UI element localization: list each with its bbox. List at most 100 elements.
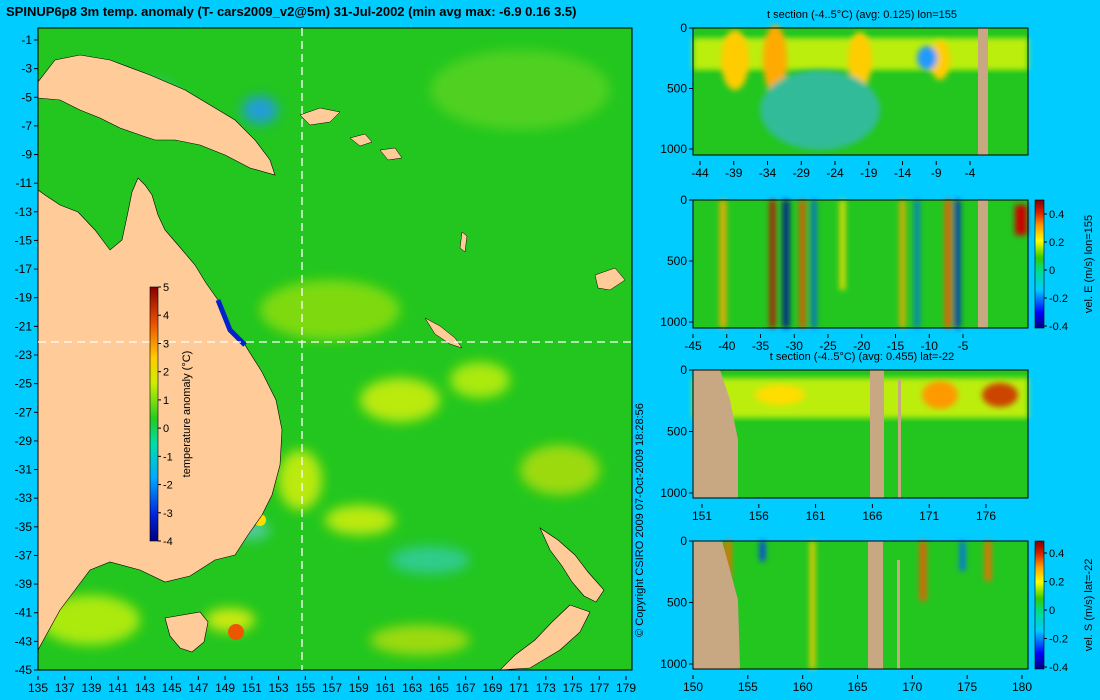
panel4-colorbar-tick-label: -0.4 (1049, 662, 1068, 674)
panel4-x-tick-label: 170 (902, 680, 922, 694)
panel1-x-tick-label: -9 (931, 166, 942, 180)
panel2-colorbar-tick-label: 0 (1049, 265, 1055, 277)
panel4-x-tick-label: 165 (847, 680, 867, 694)
map-colorbar-tick-label: -4 (163, 536, 173, 548)
map-y-tick-label: -25 (15, 377, 33, 391)
panel4-colorbar-tick-label: 0.2 (1049, 577, 1064, 589)
panel2: -45 -40 -35 -30 -25 -20 -15 -10 -5 0 500 1000 0.4 0.… (660, 193, 1095, 353)
panel4-x-tick-label: 160 (793, 680, 813, 694)
map-y-tick-label: -31 (15, 463, 33, 477)
map-y-tick-label: -43 (15, 634, 33, 648)
map-x-tick-label: 149 (215, 681, 235, 695)
map-y-tick-label: -41 (15, 606, 33, 620)
panel2-x-tick-label: -30 (786, 339, 804, 353)
panel2-x-tick-label: -25 (819, 339, 837, 353)
map-x-tick-label: 169 (482, 681, 502, 695)
chart-title: SPINUP6p8 3m temp. anomaly (T- cars2009_… (6, 4, 577, 19)
panel3-x-tick-label: 151 (692, 509, 712, 523)
panel2-y-tick-label: 500 (667, 254, 687, 268)
panel3-x-tick-label: 156 (749, 509, 769, 523)
panel4-colorbar-tick-label: 0 (1049, 605, 1055, 617)
map-y-tick-label: -27 (15, 405, 33, 419)
map-x-tick-label: 147 (188, 681, 208, 695)
panel1-x-tick-label: -14 (894, 166, 912, 180)
panel2-colorbar-tick-label: 0.4 (1049, 209, 1064, 221)
map-x-tick-label: 167 (456, 681, 476, 695)
map-y-tick-label: -11 (16, 176, 33, 190)
map-x-tick-label: 179 (616, 681, 636, 695)
panel1-y-tick-label: 1000 (660, 142, 687, 156)
panel3-y-tick-label: 1000 (660, 486, 687, 500)
map-x-tick-label: 151 (242, 681, 262, 695)
panel4-colorbar-tick-label: 0.4 (1049, 548, 1064, 560)
map-x-tick-label: 173 (536, 681, 556, 695)
map-y-tick-label: -19 (15, 291, 33, 305)
panel3-x-tick-label: 176 (976, 509, 996, 523)
map-y-tick-label: -23 (15, 348, 33, 362)
panel2-colorbar-label: vel. E (m/s) lon=155 (1083, 215, 1095, 313)
panel4-x-tick-label: 175 (957, 680, 977, 694)
panel2-x-tick-label: -40 (718, 339, 736, 353)
map-colorbar-tick-label: 2 (163, 367, 169, 379)
panel4-y-tick-label: 500 (667, 596, 687, 610)
map-colorbar-tick-label: 1 (163, 395, 169, 407)
panel1-x-tick-label: -39 (725, 166, 743, 180)
panel4-y-tick-label: 1000 (660, 657, 687, 671)
panel4-colorbar (1034, 540, 1045, 670)
map-x-tick-label: 145 (162, 681, 182, 695)
panel2-x-tick-label: -5 (958, 339, 969, 353)
map-y-tick-label: -29 (15, 434, 33, 448)
panel1-x-tick-label: -4 (965, 166, 976, 180)
map-colorbar-tick-label: -2 (163, 480, 173, 492)
map-colorbar-tick-label: 5 (163, 282, 169, 294)
map-y-tick-label: -21 (15, 319, 33, 333)
panel1: t section (-4..5°C) (avg: 0.125) lon=155… (660, 9, 1029, 180)
panel4-colorbar-label: vel. S (m/s) lat=-22 (1083, 559, 1095, 652)
panel2-x-tick-label: -20 (853, 339, 871, 353)
map-x-tick-label: 135 (28, 681, 48, 695)
map-y-tick-label: -35 (15, 520, 33, 534)
map-x-tick-label: 165 (429, 681, 449, 695)
map-x-tick-label: 143 (135, 681, 155, 695)
map-y-tick-label: -13 (15, 205, 33, 219)
map-colorbar-tick-label: 4 (163, 310, 169, 322)
panel1-y-tick-label: 0 (680, 21, 687, 35)
map-plot: 135 137 139 141 143 145 147 149 151 153 155 157 159 1… (15, 27, 636, 695)
map-y-tick-label: -7 (21, 119, 32, 133)
map-x-tick-label: 155 (295, 681, 315, 695)
map-x-tick-label: 171 (509, 681, 529, 695)
panel2-x-tick-label: -45 (684, 339, 702, 353)
panel4-colorbar-tick-label: -0.2 (1049, 634, 1068, 646)
map-colorbar-tick-label: -1 (163, 451, 173, 463)
map-colorbar-tick-label: -3 (163, 508, 173, 520)
panel2-colorbar (1034, 199, 1045, 329)
panel1-x-tick-label: -24 (826, 166, 844, 180)
map-x-tick-label: 163 (402, 681, 422, 695)
panel2-y-tick-label: 0 (680, 193, 687, 207)
panel4-x-tick-label: 150 (683, 680, 703, 694)
map-y-tick-label: -17 (15, 262, 33, 276)
map-x-tick-label: 139 (81, 681, 101, 695)
panel1-x-tick-label: -44 (691, 166, 709, 180)
map-y-tick-label: -15 (15, 233, 33, 247)
panel2-y-tick-label: 1000 (660, 315, 687, 329)
map-x-tick-label: 177 (589, 681, 609, 695)
panel3-y-tick-label: 0 (680, 363, 687, 377)
map-colorbar-label: temperature anomaly (°C) (181, 351, 193, 478)
map-x-tick-label: 161 (375, 681, 395, 695)
panel2-x-tick-label: -35 (752, 339, 770, 353)
panel1-x-tick-label: -29 (793, 166, 811, 180)
map-y-tick-label: -9 (21, 148, 32, 162)
map-x-tick-label: 175 (563, 681, 583, 695)
panel4-y-tick-label: 0 (680, 534, 687, 548)
copyright-text: © Copyright CSIRO 2009 07-Oct-2009 18:28… (634, 403, 646, 637)
panel4-x-tick-label: 180 (1012, 680, 1032, 694)
panel3-x-tick-label: 166 (862, 509, 882, 523)
map-y-tick-label: -33 (15, 491, 33, 505)
panel2-x-tick-label: -10 (921, 339, 939, 353)
panel1-y-tick-label: 500 (667, 82, 687, 96)
panel2-colorbar-tick-label: 0.2 (1049, 237, 1064, 249)
map-y-tick-label: -1 (21, 33, 32, 47)
map-y-tick-label: -3 (21, 62, 32, 76)
